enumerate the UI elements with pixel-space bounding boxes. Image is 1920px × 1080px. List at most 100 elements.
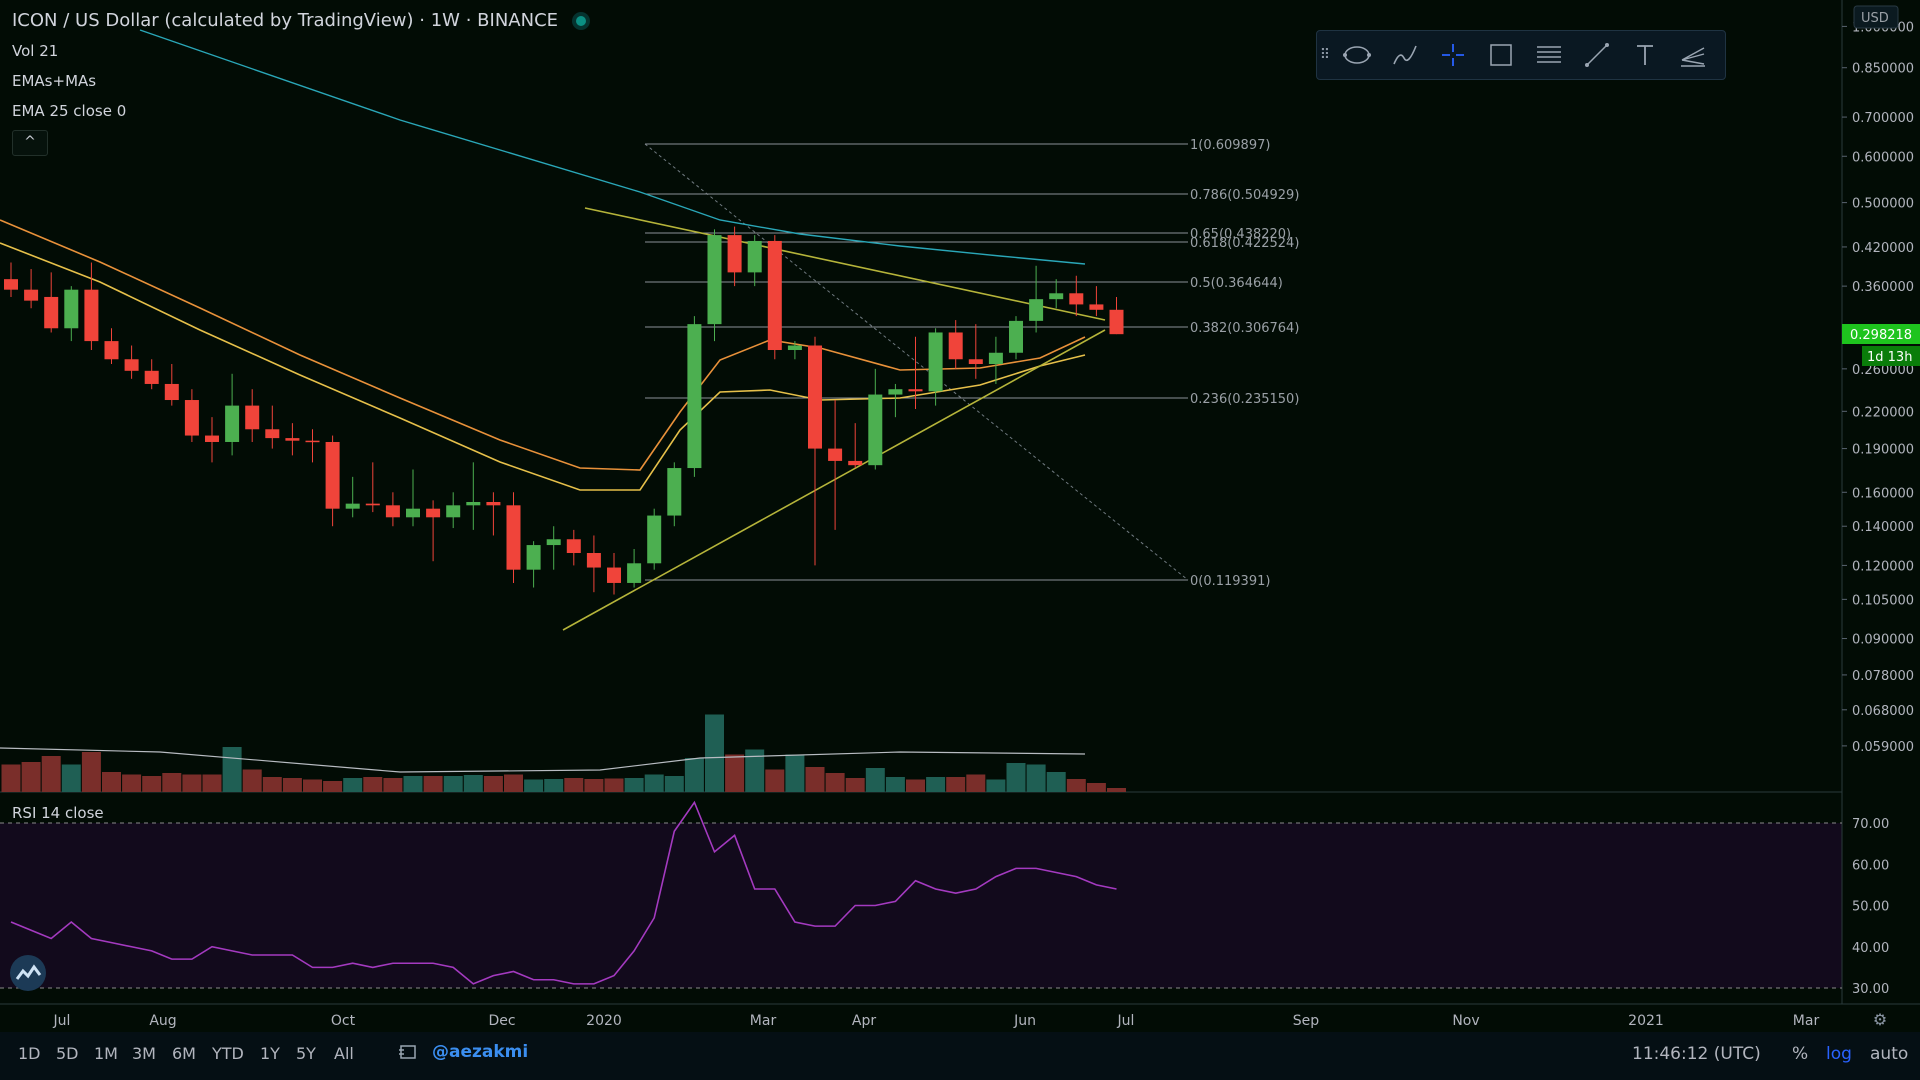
candle-body[interactable] [948,332,963,360]
candle-body[interactable] [627,563,642,583]
pitchfork-button[interactable] [1669,31,1717,79]
text-tool-button[interactable] [1621,31,1669,79]
candle-body[interactable] [365,503,380,506]
candle-body[interactable] [325,441,340,509]
candle-body[interactable] [64,289,79,329]
candle-body[interactable] [546,539,561,546]
volume-legend[interactable]: Vol 21 [12,42,59,60]
timeframe-button-3m[interactable]: 3M [132,1044,156,1063]
percent-scale-toggle[interactable]: % [1792,1044,1809,1064]
candle-body[interactable] [44,296,59,329]
timeframe-button-1d[interactable]: 1D [18,1044,41,1063]
rectangle-tool-button[interactable] [1477,31,1525,79]
ascending-trend-line[interactable] [562,329,1106,631]
candle-body[interactable] [586,553,601,568]
candle-body[interactable] [687,324,702,469]
candle-body[interactable] [24,289,39,301]
chart-settings-icon[interactable]: ⚙ [1873,1010,1887,1029]
timeframe-button-1y[interactable]: 1Y [260,1044,280,1063]
candle-body[interactable] [526,545,541,570]
candle-body[interactable] [1049,293,1064,300]
candle-body[interactable] [1029,299,1044,321]
utc-clock[interactable]: 11:46:12 (UTC) [1632,1044,1761,1064]
timeframe-button-ytd[interactable]: YTD [212,1044,244,1063]
ellipse-tool-icon [1343,46,1371,64]
candle-body[interactable] [727,235,742,273]
candle-body[interactable] [908,389,923,392]
rsi-legend[interactable]: RSI 14 close [12,804,104,822]
candle-body[interactable] [164,383,179,401]
candle-body[interactable] [265,429,280,439]
candle-body[interactable] [707,235,722,325]
candle-body[interactable] [868,394,883,466]
candle-body[interactable] [647,515,662,564]
candle-body[interactable] [426,508,441,518]
candle-body[interactable] [406,508,420,518]
collapse-legend-button[interactable]: ^ [12,130,48,156]
timeframe-button-6m[interactable]: 6M [172,1044,196,1063]
candle-body[interactable] [205,435,219,442]
timeframe-button-5y[interactable]: 5Y [296,1044,316,1063]
candle-body[interactable] [968,359,983,365]
volume-bar [363,777,383,792]
candle-body[interactable] [4,279,18,290]
candle-body[interactable] [144,370,159,384]
candle-body[interactable] [767,240,782,351]
candle-body[interactable] [124,359,139,371]
tradingview-logo-icon[interactable] [10,955,46,991]
interval-label[interactable]: 1W [430,10,460,31]
crosshair-button[interactable] [1429,31,1477,79]
fib-level-label: 0(0.119391) [1190,574,1270,589]
candle-body[interactable] [486,501,501,506]
candle-body[interactable] [607,567,621,583]
symbol-name[interactable]: ICON / US Dollar (calculated by TradingV… [12,10,414,31]
ema25-legend[interactable]: EMA 25 close 0 [12,102,127,120]
candle-body[interactable] [466,501,481,506]
drag-handle-icon[interactable]: ⠿ [1319,47,1331,63]
candle-body[interactable] [988,352,1003,365]
candle-body[interactable] [245,405,260,430]
candle-body[interactable] [184,400,199,436]
candle-body[interactable] [1109,309,1124,335]
candle-body[interactable] [888,389,903,395]
candle-body[interactable] [285,438,300,441]
compare-icon[interactable] [398,1042,420,1066]
candle-body[interactable] [225,405,240,442]
brush-tool-button[interactable] [1381,31,1429,79]
log-scale-toggle[interactable]: log [1826,1044,1852,1064]
volume-bar [323,781,343,792]
candle-body[interactable] [566,539,581,554]
timeframe-button-1m[interactable]: 1M [94,1044,118,1063]
candle-body[interactable] [667,468,682,516]
author-handle[interactable]: @aezakmi [432,1042,529,1062]
candle-body[interactable] [305,440,320,443]
bottom-toolbar [0,1032,1920,1080]
candle-body[interactable] [747,240,762,273]
candle-body[interactable] [84,289,99,342]
candle-body[interactable] [385,505,400,518]
candle-body[interactable] [1069,293,1084,305]
candle-body[interactable] [446,505,461,518]
timeframe-button-all[interactable]: All [334,1044,354,1063]
candle-body[interactable] [1089,304,1104,310]
candle-body[interactable] [787,345,802,351]
timeframe-button-5d[interactable]: 5D [56,1044,79,1063]
candle-body[interactable] [1009,320,1023,353]
trend-line-button[interactable] [1573,31,1621,79]
candle-body[interactable] [808,345,822,449]
rsi-tick-label: 50.00 [1852,900,1889,915]
fib-retracement-button[interactable] [1525,31,1573,79]
descending-trend-line[interactable] [584,207,1106,321]
candle-body[interactable] [104,341,119,360]
ema-ma-legend[interactable]: EMAs+MAs [12,72,97,90]
candle-body[interactable] [828,448,843,461]
candle-body[interactable] [928,332,943,392]
ellipse-tool-button[interactable] [1333,31,1381,79]
candle-body[interactable] [345,503,360,509]
auto-scale-toggle[interactable]: auto [1870,1044,1909,1064]
candle-body[interactable] [506,505,521,570]
currency-button[interactable] [1853,5,1899,29]
candle-body[interactable] [848,460,863,466]
